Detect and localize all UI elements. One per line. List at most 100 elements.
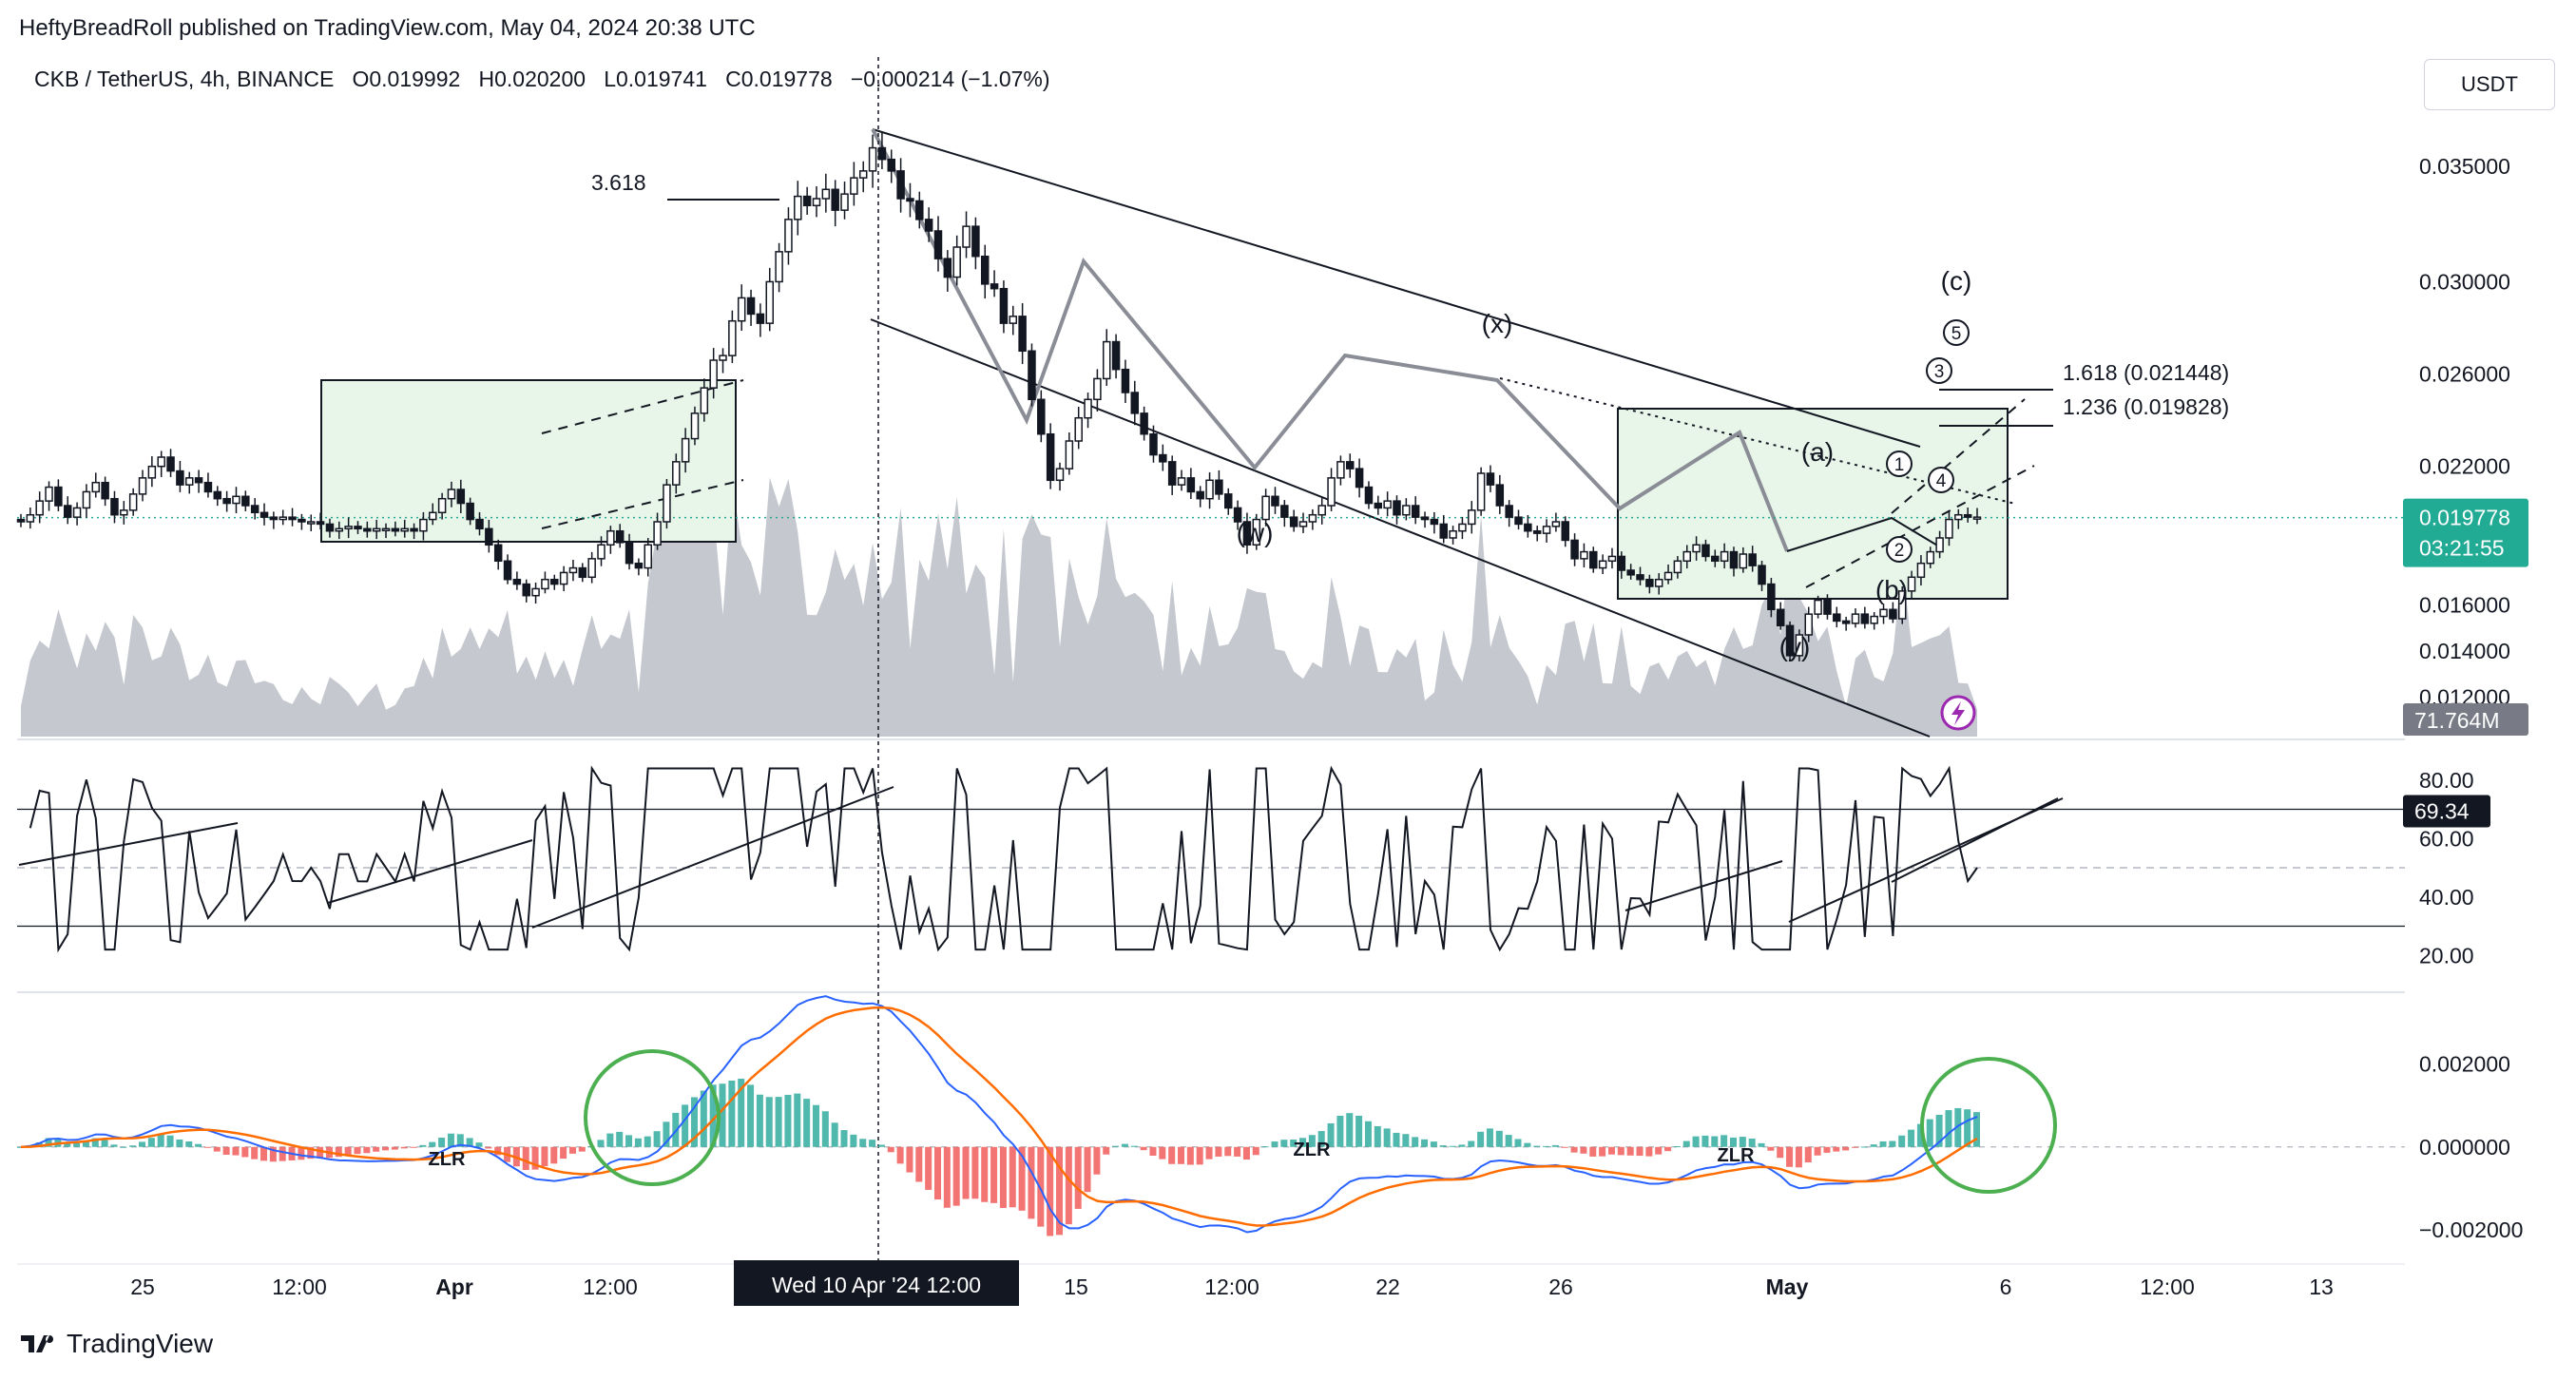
macd-histogram-bar — [541, 1146, 548, 1167]
time-tick-label: 12:00 — [583, 1275, 638, 1299]
candle-body — [1833, 613, 1841, 623]
ohlc-legend: CKB / TetherUS, 4h, BINANCE O0.019992 H0… — [34, 67, 1050, 92]
macd-histogram-bar — [1721, 1135, 1728, 1147]
macd-histogram-bar — [1205, 1146, 1213, 1160]
macd-histogram-bar — [1065, 1146, 1072, 1225]
macd-histogram-bar — [1711, 1136, 1719, 1147]
macd-histogram-bar — [700, 1090, 707, 1147]
candle-body — [1720, 550, 1729, 563]
macd-tick-label: 0.002000 — [2419, 1052, 2510, 1077]
macd-histogram-bar — [578, 1146, 586, 1152]
candle-body — [1093, 377, 1102, 401]
time-tick-label: 13 — [2309, 1275, 2334, 1299]
macd-histogram-bar — [887, 1146, 894, 1153]
macd-histogram-bar — [1242, 1146, 1250, 1160]
candle-body — [147, 465, 157, 479]
macd-histogram-bar — [840, 1130, 848, 1147]
candle-body — [391, 527, 400, 532]
macd-histogram-bar — [1823, 1146, 1831, 1153]
candle-body — [1298, 521, 1308, 527]
candle-body — [54, 486, 63, 507]
macd-histogram-bar — [73, 1142, 81, 1147]
macd-histogram-bar — [456, 1134, 464, 1147]
candle-body — [213, 490, 222, 500]
candle-body — [653, 521, 662, 546]
candle-body — [831, 188, 839, 211]
macd-histogram-bar — [279, 1146, 286, 1161]
candle-body — [1374, 502, 1383, 509]
last-price-tag — [2403, 498, 2528, 567]
candle-body — [1411, 505, 1420, 518]
candle-body — [1926, 550, 1935, 565]
time-tick-label: May — [1766, 1275, 1809, 1299]
candle-body — [1186, 477, 1196, 493]
rsi-trend-line — [327, 839, 533, 904]
candle-body — [887, 158, 896, 172]
channel-lower-line — [870, 318, 1931, 738]
time-tick-label: 22 — [1375, 1275, 1400, 1299]
macd-histogram-bar — [64, 1142, 71, 1147]
macd-histogram-bar — [1084, 1146, 1091, 1193]
macd-histogram-bar — [1851, 1146, 1858, 1148]
macd-histogram-bar — [373, 1146, 380, 1152]
currency-button[interactable]: USDT — [2424, 59, 2555, 110]
published-header: HeftyBreadRoll published on TradingView.… — [19, 15, 756, 41]
macd-histogram-bar — [1617, 1146, 1624, 1156]
candle-body — [1795, 634, 1804, 657]
candle-body — [1037, 398, 1046, 435]
candle-body — [794, 195, 802, 220]
macd-histogram-bar — [690, 1097, 698, 1147]
candle-body — [1364, 486, 1374, 505]
macd-histogram-bar — [129, 1145, 137, 1147]
macd-histogram-bar — [110, 1144, 118, 1147]
tradingview-logo[interactable]: TradingView — [21, 1329, 213, 1359]
candle-body — [475, 518, 484, 530]
wave-number-label: 4 — [1936, 471, 1947, 491]
candle-body — [419, 518, 428, 532]
macd-histogram-bar — [550, 1146, 558, 1164]
candle-body — [1196, 490, 1204, 500]
macd-histogram-bar — [45, 1138, 52, 1147]
candle-body — [1495, 484, 1505, 507]
candle-body — [363, 527, 372, 532]
candle-body — [868, 146, 877, 172]
macd-histogram-bar — [1926, 1119, 1933, 1147]
macd-histogram-bar — [1234, 1146, 1241, 1157]
macd-histogram-bar — [1833, 1146, 1840, 1152]
candle-body — [1532, 529, 1542, 534]
macd-histogram-bar — [222, 1146, 230, 1155]
candle-body — [466, 502, 474, 521]
symbol-label[interactable]: CKB / TetherUS, 4h, BINANCE — [34, 67, 335, 91]
macd-histogram-bar — [784, 1094, 792, 1147]
price-axis[interactable]: 0.035000 0.030000 0.026000 0.022000 0.016000… — [2403, 154, 2528, 1242]
macd-histogram-bar — [363, 1146, 371, 1154]
macd-histogram-bar — [1533, 1145, 1541, 1147]
open-value: O0.019992 — [352, 67, 461, 91]
candle-body — [756, 313, 765, 324]
macd-histogram-bar — [1486, 1128, 1493, 1147]
macd-histogram-bar — [943, 1146, 951, 1208]
candle-body — [812, 198, 821, 207]
candle-body — [1851, 613, 1860, 624]
zlr-label: ZLR — [1294, 1140, 1331, 1160]
macd-histogram-bar — [1168, 1146, 1176, 1164]
macd-histogram-bar — [1645, 1146, 1653, 1157]
macd-histogram-bar — [962, 1146, 970, 1199]
candle-body — [1111, 340, 1121, 371]
highlight-circle — [584, 1049, 721, 1186]
candle-body — [1954, 513, 1963, 521]
time-axis[interactable]: 25 12:00 Apr 12:00 Wed 10 Apr '24 12:00 15 12:… — [130, 1260, 2334, 1306]
candle-body — [1476, 472, 1486, 511]
candle-body — [1018, 316, 1027, 353]
candle-body — [1654, 578, 1663, 587]
macd-histogram-bar — [1570, 1146, 1578, 1153]
macd-histogram-bar — [1898, 1135, 1906, 1147]
macd-histogram-bar — [1543, 1145, 1550, 1147]
candle-body — [176, 470, 184, 486]
macd-histogram-bar — [1121, 1143, 1128, 1147]
candle-body — [1046, 432, 1055, 482]
candle-body — [737, 297, 746, 322]
candle-body — [1383, 500, 1392, 509]
candle-body — [1682, 550, 1691, 563]
